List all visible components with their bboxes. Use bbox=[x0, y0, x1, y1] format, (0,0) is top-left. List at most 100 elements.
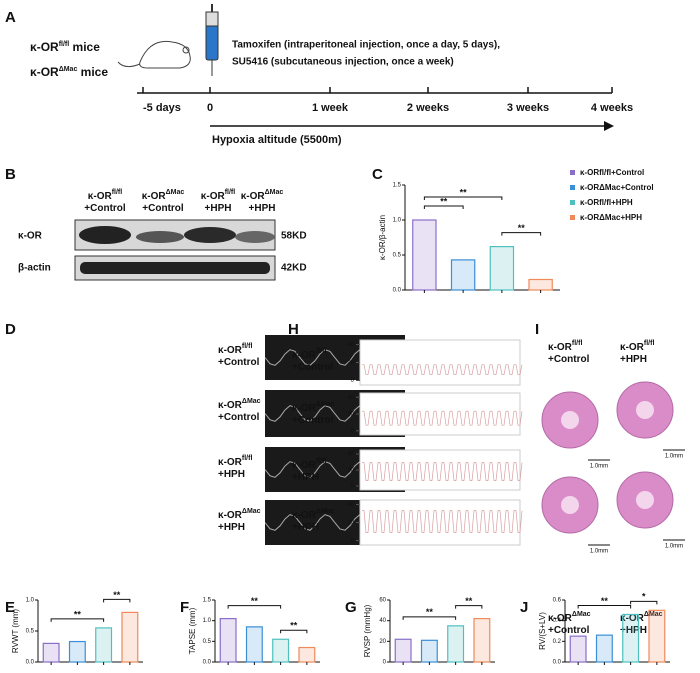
label: A bbox=[5, 9, 16, 26]
label: H bbox=[288, 321, 299, 338]
label: 0.5 bbox=[203, 639, 212, 645]
label: 20 bbox=[347, 412, 354, 418]
label: κ-ORΔMac+Control bbox=[580, 183, 654, 192]
histology-lumen bbox=[561, 411, 579, 429]
label: 40 bbox=[347, 452, 354, 458]
label: 1 week bbox=[312, 102, 349, 114]
y-axis-label: κ-OR/β-actin bbox=[378, 215, 387, 260]
bar bbox=[489, 246, 515, 291]
bar bbox=[528, 278, 553, 291]
label: ** bbox=[440, 196, 448, 206]
label: κ-OR bbox=[18, 231, 43, 242]
label: 4 weeks bbox=[591, 102, 633, 114]
label-sup: fl/fl bbox=[242, 455, 253, 462]
label: β-actin bbox=[18, 263, 51, 274]
label: 20 bbox=[347, 520, 354, 526]
significance-bracket bbox=[227, 605, 282, 609]
label-cond: +Control bbox=[84, 203, 126, 214]
label: 0.5 bbox=[393, 253, 402, 259]
label: 1.0 bbox=[26, 598, 35, 604]
pressure-trace bbox=[362, 510, 523, 533]
label: 3 weeks bbox=[507, 102, 549, 114]
label: 1.5 bbox=[203, 598, 212, 604]
label: 40 bbox=[347, 342, 354, 348]
label: E bbox=[5, 599, 15, 616]
trace-frame bbox=[359, 339, 521, 386]
y-axis-label: RVWT (mm) bbox=[11, 609, 20, 653]
label: ** bbox=[74, 609, 82, 619]
label: κ-ORΔMac+HPH bbox=[580, 213, 642, 222]
label-sup: fl/fl bbox=[644, 340, 655, 347]
label-sup: ΔMac bbox=[242, 398, 261, 405]
legend-swatch bbox=[570, 215, 575, 220]
label: 0 bbox=[351, 484, 355, 490]
bar bbox=[622, 613, 640, 663]
bar bbox=[298, 646, 316, 663]
label-rest: mice bbox=[77, 65, 108, 79]
label: 40 bbox=[379, 618, 386, 624]
bar bbox=[420, 639, 438, 663]
trace-frame bbox=[359, 449, 521, 491]
label: κ-ORfl/fl+Control bbox=[580, 168, 644, 177]
label: SU5416 (subcutaneous injection, once a w… bbox=[232, 57, 454, 68]
bar bbox=[450, 259, 476, 291]
label-cond: +Control bbox=[292, 362, 334, 373]
label: 0 bbox=[351, 378, 355, 384]
legend-swatch bbox=[570, 170, 575, 175]
histology-lumen bbox=[636, 401, 654, 419]
significance-bracket bbox=[630, 600, 658, 605]
label: 0.5 bbox=[26, 629, 35, 635]
label: κ-ORfl/fl+HPH bbox=[580, 198, 633, 207]
label: 1.0 bbox=[393, 218, 402, 224]
significance-bracket bbox=[423, 205, 464, 209]
label-main: κ-OR bbox=[88, 191, 113, 202]
label: * bbox=[642, 592, 646, 602]
label: 0.2 bbox=[553, 639, 562, 645]
label-main: κ-OR bbox=[292, 460, 317, 471]
label-main: κ-OR bbox=[30, 40, 59, 54]
legend-swatch bbox=[570, 200, 575, 205]
label-cond: +Control bbox=[218, 357, 260, 368]
label-cond: +HPH bbox=[249, 203, 276, 214]
significance-bracket bbox=[280, 629, 308, 634]
label-sup: ΔMac bbox=[316, 508, 335, 515]
label-sup: ΔMac bbox=[59, 66, 78, 73]
label: ** bbox=[601, 596, 609, 606]
group-label: κ-ORfl/fl +HPH bbox=[218, 455, 252, 480]
label-cond: +HPH bbox=[620, 625, 647, 636]
label: 0.0 bbox=[393, 288, 402, 294]
bar bbox=[42, 642, 60, 663]
bar bbox=[219, 617, 237, 663]
legend-swatch bbox=[570, 185, 575, 190]
label-cond: +Control bbox=[292, 415, 334, 426]
bar bbox=[394, 638, 412, 663]
label-main: κ-OR bbox=[218, 510, 243, 521]
bar bbox=[412, 219, 437, 291]
group-label: κ-ORΔMac +Control bbox=[292, 401, 335, 426]
group-label: κ-ORfl/fl +Control bbox=[218, 343, 260, 368]
group-label: κ-ORΔMac +HPH bbox=[218, 508, 261, 533]
group-label: κ-ORΔMac +Control bbox=[142, 189, 185, 214]
label: C bbox=[372, 166, 383, 183]
bar bbox=[569, 635, 587, 663]
label: 0 bbox=[351, 538, 355, 544]
arrow-head bbox=[604, 121, 614, 131]
label-main: κ-OR bbox=[620, 342, 645, 353]
y-axis-label: RVSP (mmHg) bbox=[363, 604, 372, 657]
label-cond: +HPH bbox=[292, 522, 319, 533]
bar bbox=[95, 627, 113, 663]
label: 58KD bbox=[281, 231, 307, 242]
label: J bbox=[520, 599, 528, 616]
label: 0 bbox=[383, 660, 387, 666]
label-main: κ-OR bbox=[218, 400, 243, 411]
mouse-icon bbox=[117, 40, 191, 69]
label: Hypoxia altitude (5500m) bbox=[212, 134, 342, 146]
label: I bbox=[535, 321, 539, 338]
label: Tamoxifen (intraperitoneal injection, on… bbox=[232, 40, 500, 51]
label: 20 bbox=[347, 468, 354, 474]
significance-bracket bbox=[577, 604, 632, 609]
label: ** bbox=[251, 596, 259, 606]
bar bbox=[121, 611, 139, 663]
group-label: κ-ORΔMac +Control bbox=[218, 398, 261, 423]
group-label: κ-ORfl/fl +HPH bbox=[620, 340, 654, 365]
